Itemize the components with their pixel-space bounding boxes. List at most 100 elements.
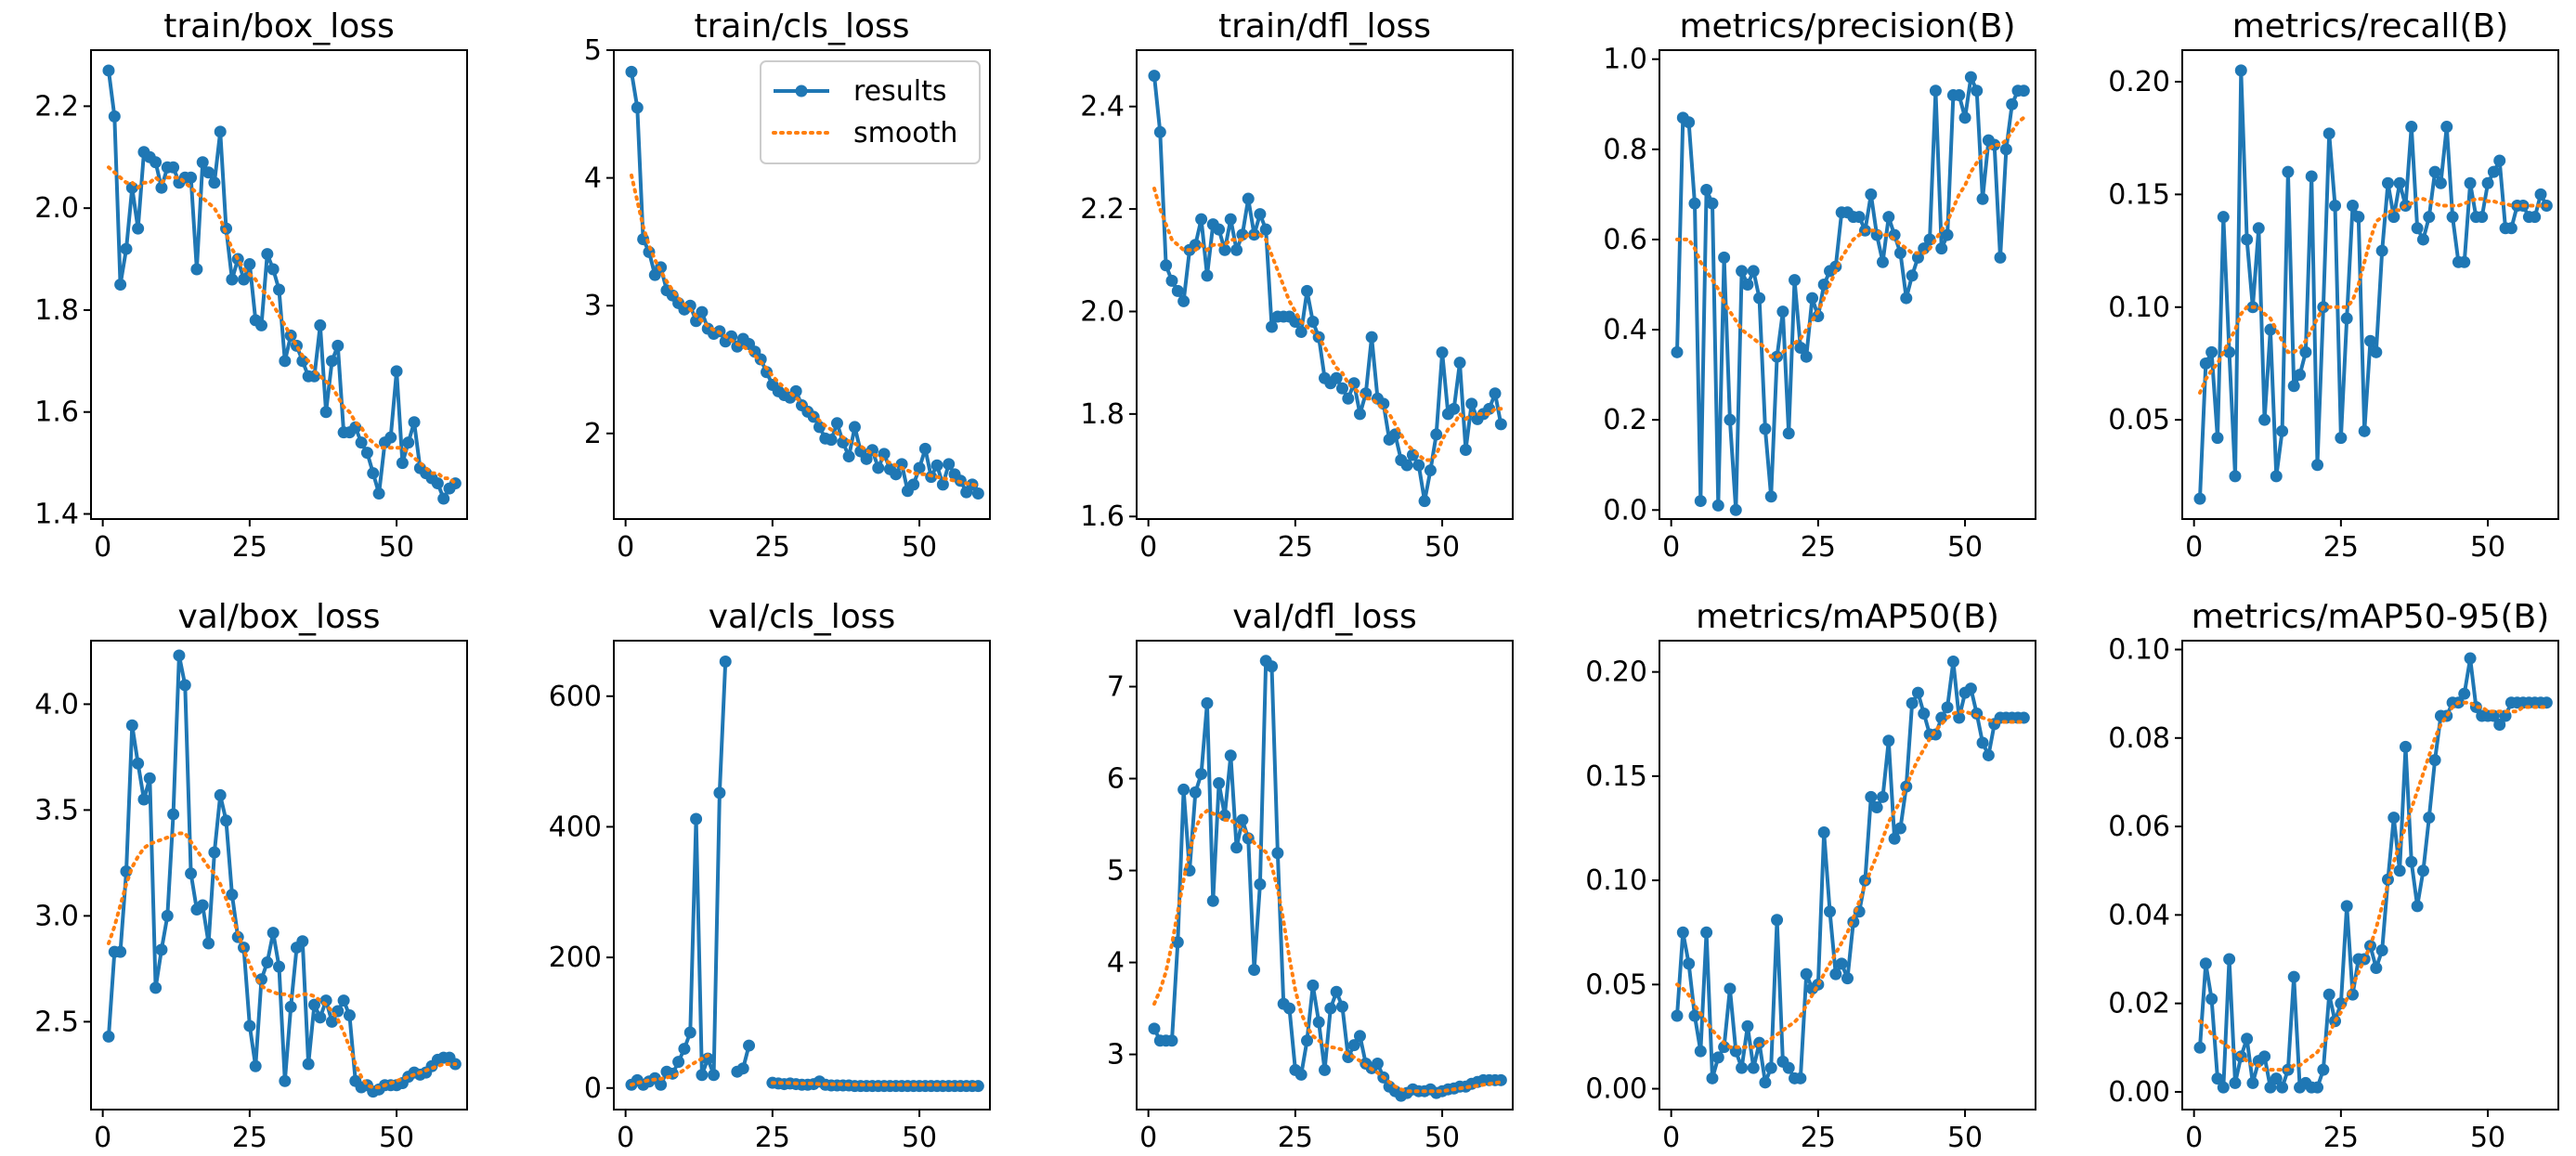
plot-frame [1136,640,1514,1111]
results-point [913,461,926,474]
results-point [971,487,984,500]
results-point [2294,369,2307,382]
results-point [2428,754,2441,767]
results-point [372,487,385,500]
y-tick-label: 400 [549,811,602,843]
results-point [314,1011,327,1024]
series-smooth-line [630,1053,710,1087]
results-point [1283,1002,1296,1015]
panel-train-cls-loss: train/cls_loss 2 3 4 5 0 25 50 results smooth [523,0,991,565]
results-point [2199,357,2212,370]
y-tick-label: 0.10 [1585,864,1647,897]
results-point [1213,776,1226,789]
chart-title: metrics/mAP50-95(B) [2192,598,2550,636]
results-point [226,889,239,902]
results-point [2481,176,2494,189]
results-point [713,786,726,799]
results-point [167,161,180,174]
x-tick-label: 25 [232,1122,267,1154]
results-point [1230,841,1243,854]
legend-smooth-label: smooth [853,117,957,149]
results-point [1160,259,1173,272]
results-point [930,459,943,472]
y-tick-label: 0.05 [1585,968,1647,1001]
results-point [2305,170,2318,183]
results-point [1982,748,1995,761]
results-point [2193,1041,2206,1054]
results-point [1994,251,2007,264]
plot-frame [1659,49,2036,520]
results-point [1165,274,1178,287]
series-results-line [630,661,728,1087]
y-tick-label: 600 [549,681,602,713]
results-point [1929,84,1942,97]
results-point [2458,255,2471,268]
chart-val-cls-loss: val/cls_loss 0 200 400 600 0 25 50 [549,598,991,1154]
results-point [202,166,215,179]
results-point [1259,223,1272,236]
results-point [2534,188,2547,201]
results-point [1829,968,1842,981]
results-point [1295,1068,1308,1081]
results-point [1201,269,1214,282]
results-point [2387,211,2400,224]
x-tick-label: 25 [1801,1122,1836,1154]
results-point [1683,957,1696,970]
plot-frame [2181,49,2559,520]
y-tick-label: 2.2 [1080,193,1125,226]
results-point [150,156,163,169]
results-point [2205,993,2218,1006]
results-point [2493,719,2506,732]
results-point [683,1026,696,1039]
results-point [1688,197,1701,210]
results-point [918,442,931,455]
results-point [1700,184,1713,197]
results-point [2241,233,2254,246]
results-point [279,1074,292,1087]
results-point [1941,701,1954,714]
results-point [1764,490,1777,503]
results-point [2352,211,2365,224]
results-point [185,867,198,880]
results-point [290,339,303,352]
results-point [132,757,145,770]
results-point [343,1009,356,1022]
series-smooth-line [107,831,458,1090]
results-point [1789,274,1802,287]
results-point [690,812,703,825]
results-point [2370,345,2383,358]
results-point [825,434,838,447]
results-point [725,330,738,343]
results-point [1794,1072,1807,1085]
series-smooth-line [1152,187,1503,462]
results-point [1494,418,1507,431]
x-tick-label: 50 [1947,1122,1983,1154]
results-point [307,998,320,1011]
results-point [696,1069,709,1082]
panel-val-box-loss: val/box_loss 2.5 3.0 3.5 4.0 0 25 50 [0,591,468,1156]
results-point [384,431,397,444]
results-point [1753,292,1766,305]
x-tick-label: 0 [2185,531,2203,564]
x-tick-label: 25 [232,531,267,564]
chart-title: metrics/precision(B) [1679,7,2015,45]
plot-frame [1659,640,2036,1111]
series-smooth-line [630,173,981,488]
results-point [672,1056,685,1069]
results-point [1935,242,1948,255]
chart-metrics-precision-b: metrics/precision(B) 0.0 0.2 0.4 0.6 0.8 1.0 0 2… [1603,7,2036,564]
results-point [1706,197,1719,210]
results-point [2329,200,2342,213]
results-point [2311,1081,2324,1094]
panel-metrics-recall-b: metrics/recall(B) 0.05 0.10 0.15 0.20 0 25 50 [2091,0,2559,565]
x-tick-label: 50 [1425,531,1460,564]
results-point [2229,1076,2242,1089]
results-point [2416,233,2429,246]
results-point [1953,89,1966,102]
results-point [1301,1034,1314,1047]
results-point [1371,1057,1384,1070]
results-point [155,181,168,194]
results-point [2322,127,2335,140]
results-point [1189,786,1202,799]
